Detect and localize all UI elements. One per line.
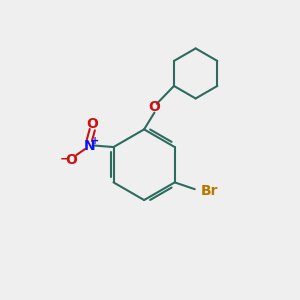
Text: O: O — [86, 117, 98, 131]
Text: −: − — [60, 152, 70, 165]
Text: N: N — [84, 139, 95, 153]
Text: O: O — [148, 100, 160, 114]
Text: +: + — [91, 136, 99, 146]
Text: Br: Br — [201, 184, 219, 198]
Text: O: O — [65, 153, 77, 167]
